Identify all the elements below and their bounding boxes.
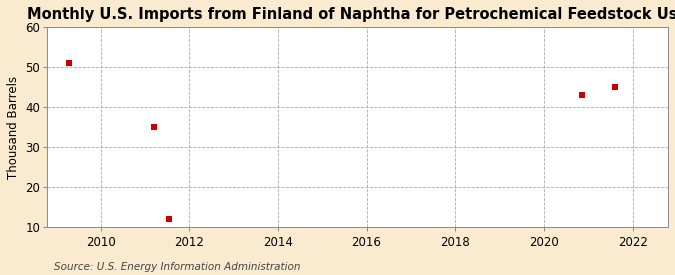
Point (148, 125, 159, 130)
Y-axis label: Thousand Barrels: Thousand Barrels (7, 76, 20, 179)
Title: Monthly U.S. Imports from Finland of Naphtha for Petrochemical Feedstock Use: Monthly U.S. Imports from Finland of Nap… (28, 7, 675, 22)
Text: Source: U.S. Energy Information Administration: Source: U.S. Energy Information Administ… (54, 262, 300, 272)
Point (64, 61, 75, 65)
Point (610, 85, 620, 90)
Point (576, 93, 587, 98)
Point (164, 217, 175, 222)
